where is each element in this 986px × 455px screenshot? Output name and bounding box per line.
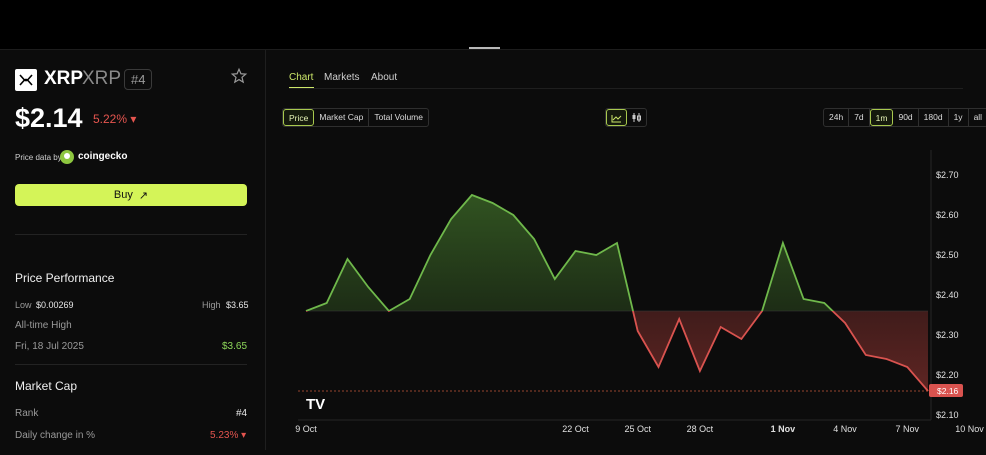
rank-badge: #4 (124, 69, 153, 90)
y-tick-label: $2.60 (936, 210, 959, 220)
tab-markets[interactable]: Markets (324, 72, 360, 83)
metric-price-button[interactable]: Price (283, 109, 315, 126)
price-data-provider[interactable]: coingecko (78, 151, 128, 162)
ath-date: Fri, 18 Jul 2025 (15, 341, 84, 352)
top-bar (0, 0, 986, 50)
x-tick-label: 22 Oct (562, 424, 589, 434)
price-performance-title: Price Performance (15, 271, 115, 285)
low-label: Low (15, 300, 32, 310)
x-tick-label: 28 Oct (687, 424, 714, 434)
x-tick-label: 10 Nov (955, 424, 984, 434)
coin-name: XRP (44, 68, 84, 89)
x-tick-label: 7 Nov (896, 424, 920, 434)
x-tick-label: 9 Oct (295, 424, 317, 434)
active-tab-indicator (289, 87, 314, 88)
price-change: 5.22% ▾ (93, 112, 137, 126)
metric-selector: Price Market Cap Total Volume (282, 108, 429, 127)
divider (15, 234, 247, 235)
buy-button[interactable]: Buy ↗ (15, 184, 247, 206)
daily-change-value: 5.23% ▾ (210, 430, 247, 441)
divider (15, 364, 247, 365)
ath-value: $3.65 (222, 341, 248, 352)
price-chart[interactable]: $2.70 $2.60 $2.50 $2.40 $2.30 $2.20 $2.10 $2.16… (266, 145, 986, 450)
ath-label: All-time High (15, 320, 72, 331)
tab-chart[interactable]: Chart (289, 72, 314, 83)
line-chart-icon[interactable] (606, 109, 627, 126)
range-1m-button[interactable]: 1m (869, 109, 894, 126)
range-24h-button[interactable]: 24h (824, 109, 850, 126)
y-tick-label: $2.20 (936, 370, 959, 380)
current-price-label: $2.16 (937, 386, 959, 396)
arrow-up-right-icon: ↗ (138, 189, 149, 202)
area-above-baseline (306, 195, 928, 311)
x-tick-label: 4 Nov (833, 424, 857, 434)
range-180d-button[interactable]: 180d (919, 109, 949, 126)
metric-total-volume-button[interactable]: Total Volume (374, 112, 423, 122)
price-chart-svg: $2.70 $2.60 $2.50 $2.40 $2.30 $2.20 $2.10 $2.16… (295, 150, 984, 434)
candlestick-icon[interactable] (627, 109, 646, 126)
coingecko-icon (60, 150, 74, 164)
y-tick-label: $2.40 (936, 290, 959, 300)
range-90d-button[interactable]: 90d (893, 109, 919, 126)
daily-change-label: Daily change in % (15, 430, 96, 441)
chart-type-selector (605, 108, 647, 127)
y-tick-label: $2.30 (936, 330, 959, 340)
low-value: $0.00269 (36, 300, 74, 310)
high-value: $3.65 (226, 300, 249, 310)
y-tick-label: $2.70 (936, 170, 959, 180)
range-7d-button[interactable]: 7d (849, 109, 870, 126)
tradingview-logo-icon: TV (306, 396, 325, 413)
current-price: $2.14 (15, 103, 83, 133)
y-tick-label: $2.50 (936, 250, 959, 260)
range-all-button[interactable]: all (973, 112, 983, 122)
rank-value: #4 (236, 408, 248, 419)
current-price-badge (929, 384, 963, 397)
x-tick-label: 25 Oct (624, 424, 651, 434)
time-range-selector: 24h 7d 1m 90d 180d 1y all (823, 108, 986, 127)
xrp-logo-icon (15, 69, 37, 91)
tab-divider (289, 88, 963, 89)
chart-panel: Chart Markets About Price Market Cap Tot… (266, 50, 986, 450)
y-tick-label: $2.10 (936, 410, 959, 420)
range-1y-button[interactable]: 1y (949, 109, 969, 126)
tab-about[interactable]: About (371, 72, 398, 83)
market-cap-title: Market Cap (15, 379, 78, 393)
buy-label: Buy (113, 189, 133, 201)
coin-symbol: XRP (82, 68, 122, 89)
metric-market-cap-button[interactable]: Market Cap (314, 109, 370, 126)
rank-label: Rank (15, 408, 39, 419)
coin-info-panel: XRP XRP #4 $2.14 5.22% ▾ Price data by c… (0, 50, 266, 450)
area-below-baseline (306, 311, 928, 391)
price-data-label: Price data by (15, 153, 62, 162)
star-icon[interactable] (230, 67, 248, 85)
price-line-up (305, 193, 834, 311)
scroll-indicator (469, 47, 500, 49)
high-label: High (202, 300, 221, 310)
x-tick-label: 1 Nov (771, 424, 796, 434)
